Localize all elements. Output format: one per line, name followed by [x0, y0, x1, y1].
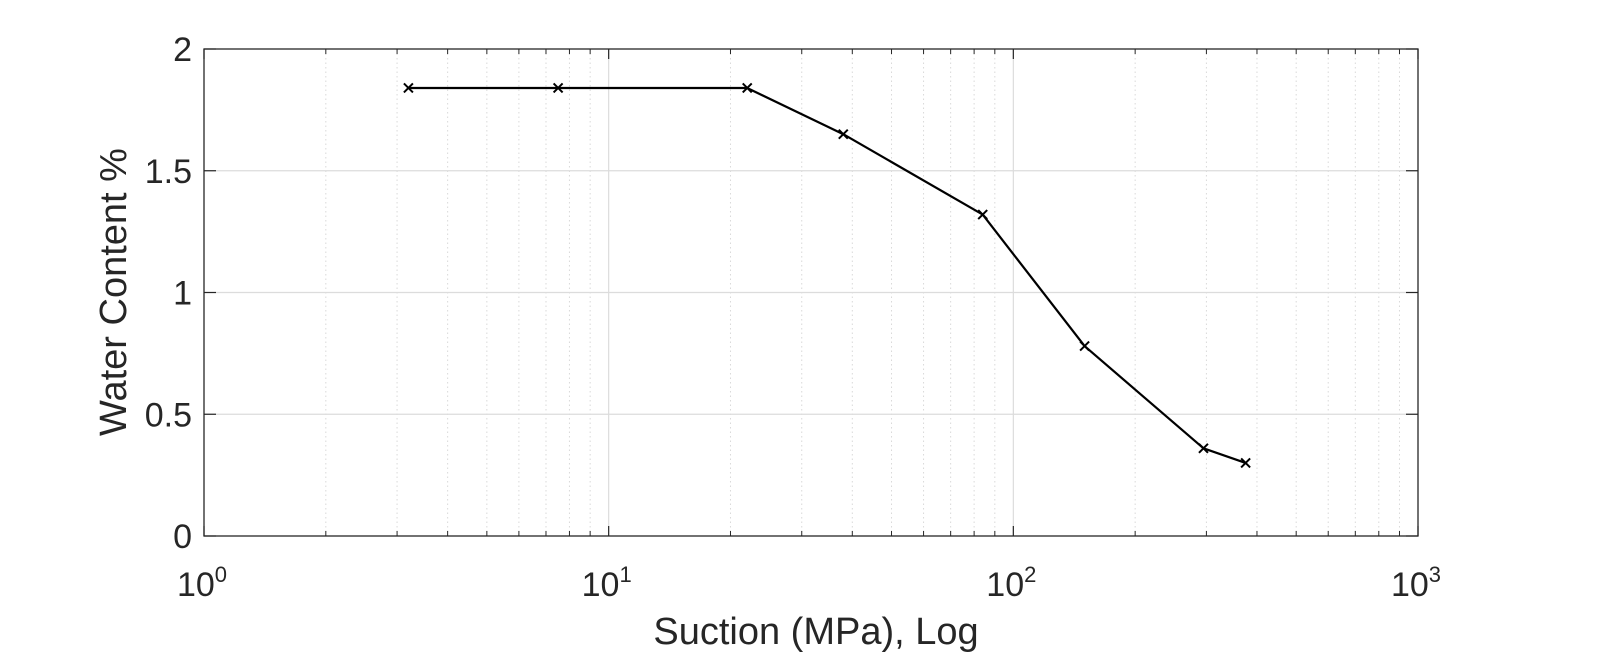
- y-tick-label: 1.5: [145, 153, 192, 191]
- x-tick-labels: 100 101 102 103: [177, 562, 1441, 604]
- data-point-marker: [838, 129, 849, 140]
- x-tick-label: 103: [1391, 562, 1441, 604]
- data-point-marker: [1079, 340, 1090, 352]
- data-point-marker: [552, 82, 564, 94]
- y-tick-label: 0: [173, 518, 192, 556]
- y-tick-label: 2: [173, 31, 192, 69]
- x-tick-label: 100: [177, 562, 227, 604]
- data-point-marker: [1198, 443, 1209, 454]
- data-point-marker: [1240, 457, 1251, 469]
- series-line: [408, 86, 1246, 464]
- y-tick-label: 0.5: [145, 396, 192, 434]
- series-layer: [403, 82, 1251, 469]
- y-tick-label: 1: [173, 275, 192, 313]
- data-point-marker: [403, 82, 414, 94]
- data-point-marker: [977, 209, 988, 220]
- x-axis-label: Suction (MPa), Log: [653, 611, 978, 653]
- y-axis-label: Water Content %: [93, 148, 135, 436]
- x-tick-label: 102: [986, 562, 1036, 604]
- major-grid: [204, 49, 1418, 536]
- axis-ticks: [203, 48, 1419, 537]
- x-tick-label: 101: [582, 562, 632, 604]
- y-tick-labels: 0 0.5 1 1.5 2: [145, 31, 192, 556]
- data-point-marker: [742, 82, 753, 94]
